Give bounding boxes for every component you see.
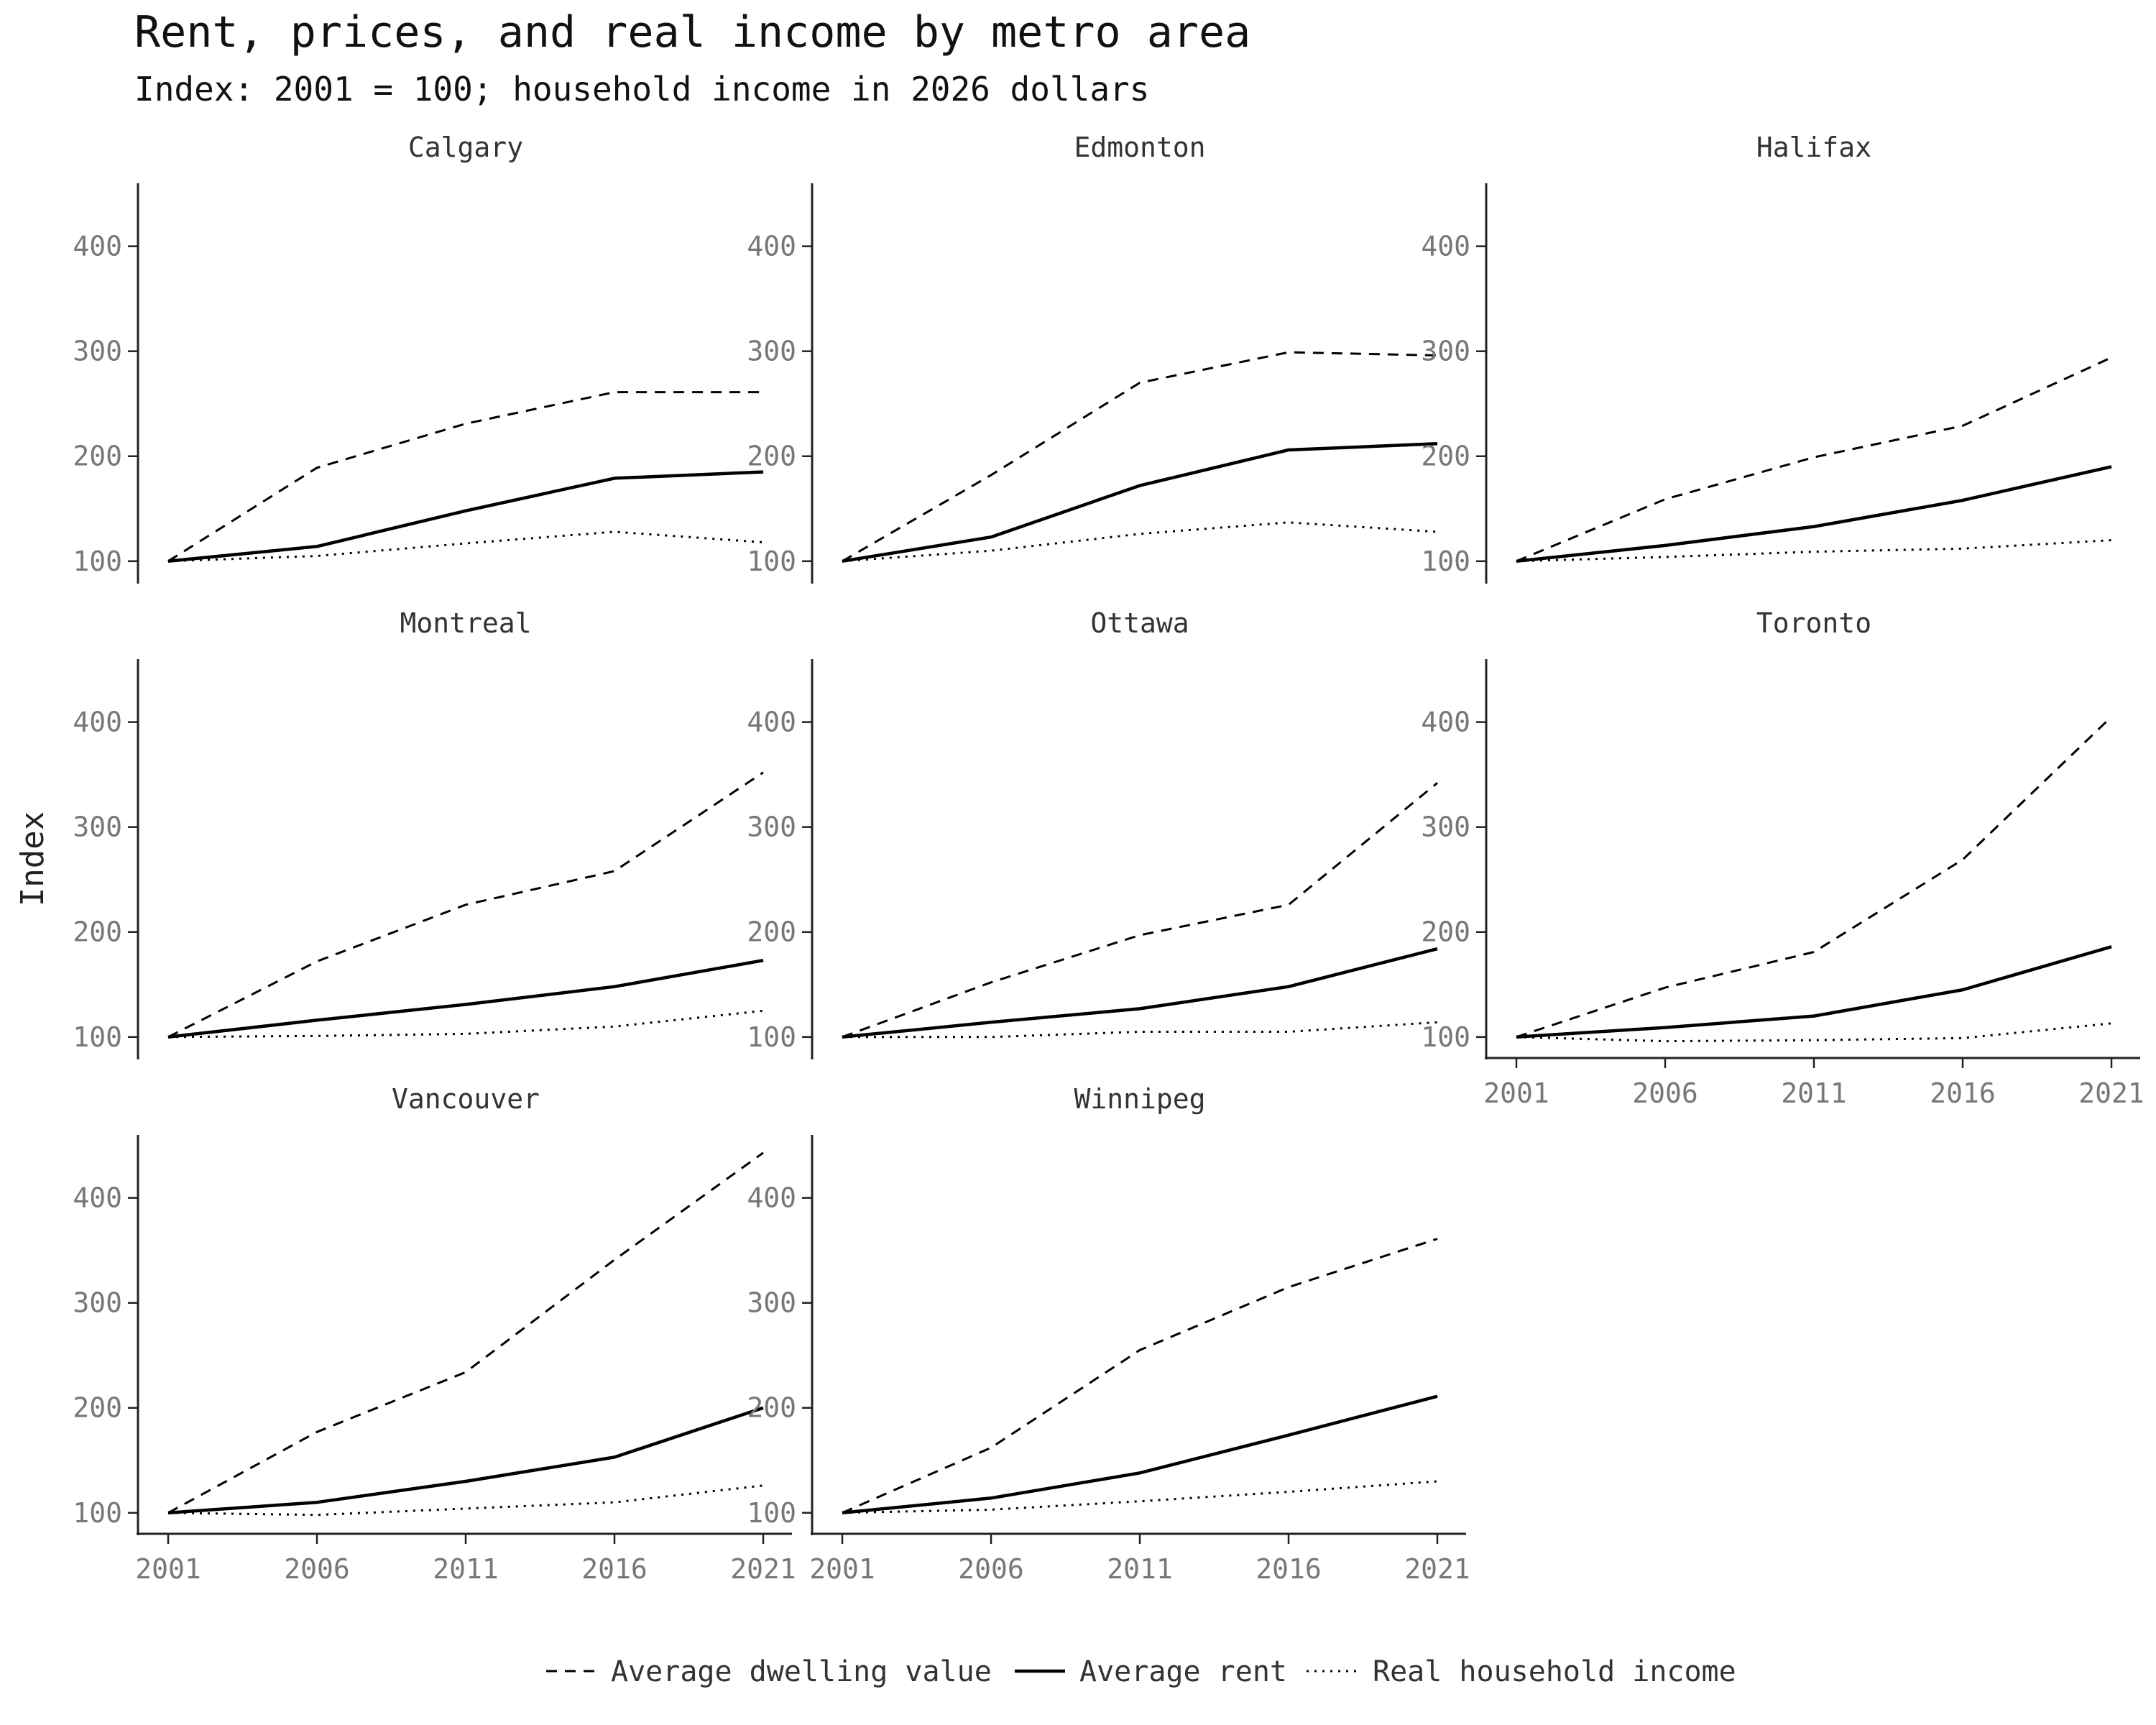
y-tick-label: 400 (1421, 707, 1470, 738)
x-tick-label: 2011 (1781, 1077, 1847, 1109)
y-tick-label: 200 (73, 441, 122, 472)
x-tick-label: 2021 (730, 1553, 796, 1585)
y-tick-label: 200 (747, 1392, 796, 1424)
series-line-rent (167, 958, 764, 1039)
x-tick-label: 2016 (581, 1553, 648, 1585)
panel-winnipeg: Winnipeg 100 200 300 400 2001 2006 2011 2016 2021 (747, 1083, 1470, 1585)
series-line-income (842, 1480, 1438, 1514)
panel-title: Ottawa (1090, 607, 1189, 639)
series-line-dwelling (167, 391, 763, 563)
series-line-rent (842, 1394, 1438, 1515)
y-tick-label: 100 (747, 1497, 796, 1529)
panel-title: Montreal (400, 607, 531, 639)
y-tick-label: 100 (747, 1021, 796, 1053)
y-tick-label: 300 (747, 811, 796, 843)
y-tick-label: 200 (747, 916, 796, 948)
series-line-rent (167, 470, 764, 564)
panel-calgary: Calgary 100 200 300 400 (73, 132, 764, 584)
y-tick-label: 200 (73, 916, 122, 948)
y-tick-label: 300 (1421, 811, 1470, 843)
series-line-dwelling (842, 351, 1438, 563)
series-line-rent (842, 441, 1438, 564)
panel-title: Winnipeg (1074, 1083, 1205, 1115)
x-tick-label: 2016 (1256, 1553, 1322, 1585)
panel-vancouver: Vancouver 100 200 300 400 2001 2006 2011 2016 202… (73, 1083, 796, 1585)
legend: Average dwelling value Average rent Real h… (546, 1655, 1736, 1688)
panel-title: Edmonton (1074, 132, 1205, 163)
x-tick-label: 2006 (1632, 1077, 1698, 1109)
x-tick-label: 2011 (1107, 1553, 1173, 1585)
legend-label-rent: Average rent (1079, 1655, 1287, 1688)
x-tick-label: 2021 (2078, 1077, 2145, 1109)
x-tick-label: 2001 (135, 1553, 201, 1585)
panel-ottawa: Ottawa 100 200 300 400 (747, 607, 1438, 1059)
series-line-dwelling (842, 1238, 1438, 1514)
y-tick-label: 100 (747, 546, 796, 577)
x-tick-label: 2001 (1483, 1077, 1549, 1109)
x-tick-label: 2021 (1404, 1553, 1470, 1585)
y-tick-label: 300 (73, 336, 122, 367)
panel-title: Vancouver (392, 1083, 540, 1115)
y-tick-label: 100 (1421, 546, 1470, 577)
legend-label-dwelling: Average dwelling value (611, 1655, 992, 1688)
panel-halifax: Halifax 100 200 300 400 (1421, 132, 2112, 584)
y-tick-label: 400 (747, 231, 796, 262)
y-tick-label: 400 (747, 707, 796, 738)
x-tick-label: 2011 (433, 1553, 499, 1585)
series-line-dwelling (167, 1151, 764, 1514)
series-line-rent (842, 947, 1438, 1039)
x-tick-label: 2016 (1930, 1077, 1996, 1109)
y-tick-label: 100 (73, 546, 122, 577)
y-tick-label: 200 (1421, 441, 1470, 472)
series-line-rent (1516, 465, 2112, 564)
y-tick-label: 300 (1421, 336, 1470, 367)
chart-title: Rent, prices, and real income by metro a… (134, 7, 1250, 58)
series-line-income (842, 521, 1438, 563)
y-tick-label: 300 (747, 1287, 796, 1319)
y-axis-label: Index (14, 811, 51, 906)
y-tick-label: 200 (73, 1392, 122, 1424)
x-tick-label: 2001 (809, 1553, 875, 1585)
x-tick-label: 2006 (284, 1553, 350, 1585)
panels-container: Calgary100200300400Edmonton100200300400H… (73, 132, 2144, 1585)
series-line-rent (167, 1406, 764, 1515)
y-tick-label: 100 (73, 1497, 122, 1529)
panel-edmonton: Edmonton 100 200 300 400 (747, 132, 1438, 584)
panel-montreal: Montreal 100 200 300 400 (73, 607, 764, 1059)
y-tick-label: 400 (73, 707, 122, 738)
series-line-dwelling (1516, 716, 2113, 1039)
y-tick-label: 200 (1421, 916, 1470, 948)
y-tick-label: 400 (747, 1182, 796, 1214)
legend-label-income: Real household income (1373, 1655, 1736, 1688)
y-tick-label: 300 (747, 336, 796, 367)
chart-subtitle: Index: 2001 = 100; household income in 2… (134, 70, 1149, 109)
y-tick-label: 400 (73, 231, 122, 262)
y-tick-label: 200 (747, 441, 796, 472)
y-tick-label: 100 (73, 1021, 122, 1053)
panel-title: Toronto (1756, 607, 1871, 639)
series-line-dwelling (1516, 356, 2112, 563)
y-tick-label: 400 (1421, 231, 1470, 262)
y-tick-label: 300 (73, 1287, 122, 1319)
series-line-income (167, 1009, 764, 1039)
panel-title: Calgary (408, 132, 523, 163)
series-line-rent (1516, 945, 2112, 1039)
panel-title: Halifax (1756, 132, 1871, 163)
series-line-dwelling (842, 782, 1438, 1039)
x-tick-label: 2006 (958, 1553, 1024, 1585)
series-line-income (167, 1484, 764, 1517)
series-line-dwelling (167, 771, 764, 1039)
y-tick-label: 400 (73, 1182, 122, 1214)
y-tick-label: 100 (1421, 1021, 1470, 1053)
y-tick-label: 300 (73, 811, 122, 843)
panel-toronto: Toronto 100 200 300 400 2001 2006 2011 2016 2021 (1421, 607, 2144, 1109)
series-line-income (167, 530, 764, 563)
